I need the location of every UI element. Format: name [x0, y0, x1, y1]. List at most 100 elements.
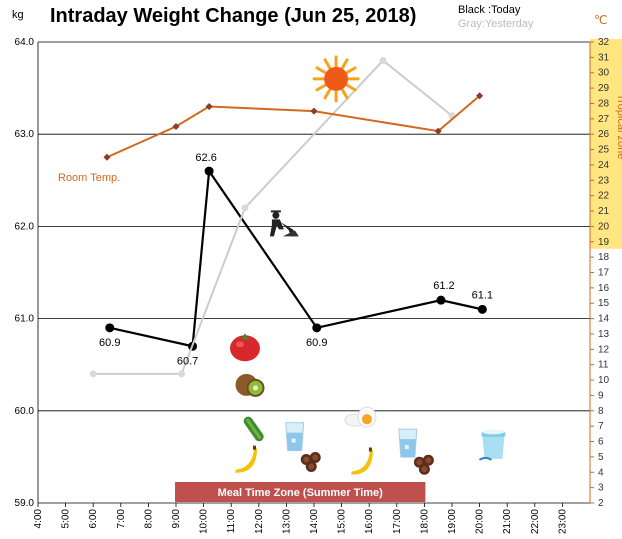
x-tick-label: 6:00: [88, 509, 99, 529]
x-tick-label: 10:00: [199, 509, 210, 534]
y2-tick-label: 20: [598, 221, 610, 232]
y2-tick-label: 4: [598, 467, 604, 478]
boiled-egg-icon: [344, 406, 377, 428]
room-temp-point: [434, 127, 442, 135]
today-line: [109, 167, 483, 348]
tropical-zone-label: Tropical zone: [615, 94, 622, 160]
room-temp-point: [205, 103, 213, 111]
y-tick-label: 63.0: [15, 129, 35, 140]
y-tick-label: 60.0: [15, 406, 35, 417]
x-tick-label: 21:00: [502, 509, 513, 534]
today-point: [477, 304, 487, 314]
y2-tick-label: 30: [598, 68, 610, 79]
today-data-label: 60.7: [177, 355, 198, 367]
x-tick-label: 12:00: [254, 509, 265, 534]
sun-icon: [312, 55, 360, 103]
yesterday-point: [89, 370, 97, 378]
y2-tick-label: 6: [598, 437, 604, 448]
today-point: [436, 295, 446, 305]
x-tick-label: 7:00: [116, 509, 127, 529]
y2-tick-label: 15: [598, 298, 610, 309]
x-tick-label: 9:00: [171, 509, 182, 529]
y2-tick-label: 32: [598, 37, 610, 48]
y2-tick-label: 17: [598, 268, 610, 279]
banana-icon: [235, 445, 257, 473]
room-temp-label: Room Temp.: [58, 172, 120, 184]
y2-tick-label: 31: [598, 52, 610, 63]
x-tick-label: 18:00: [419, 509, 430, 534]
y-tick-label: 59.0: [15, 498, 35, 509]
y2-tick-label: 7: [598, 421, 604, 432]
water-glass-icon: [398, 428, 418, 458]
y2-tick-label: 27: [598, 114, 610, 125]
x-tick-label: 16:00: [364, 509, 375, 534]
kiwi-icon: [235, 373, 265, 397]
x-tick-label: 23:00: [557, 509, 568, 534]
legend-yesterday: Gray:Yesterday: [458, 18, 534, 30]
cucumber-icon: [243, 416, 264, 442]
water-glass-icon: [285, 422, 305, 452]
room-temp-point: [310, 107, 318, 115]
room-temp-line: [106, 95, 481, 159]
yesterday-point: [241, 204, 249, 212]
yesterday-line: [93, 59, 453, 375]
y2-tick-label: 9: [598, 390, 604, 401]
y2-tick-label: 24: [598, 160, 610, 171]
yesterday-point: [379, 56, 387, 64]
y2-tick-label: 18: [598, 252, 610, 263]
x-tick-label: 15:00: [337, 509, 348, 534]
y2-tick-label: 26: [598, 129, 610, 140]
chart-title: Intraday Weight Change (Jun 25, 2018): [50, 5, 416, 27]
tomato-icon: [230, 333, 260, 362]
legend-today: Black :Today: [458, 4, 521, 16]
room-temp-point: [103, 153, 111, 161]
tropical-zone-band: [590, 39, 622, 249]
x-tick-label: 14:00: [309, 509, 320, 534]
banana-icon: [350, 447, 373, 475]
today-data-label: 61.1: [472, 289, 493, 301]
y2-tick-label: 19: [598, 237, 610, 248]
y2-tick-label: 25: [598, 145, 610, 156]
x-tick-label: 19:00: [447, 509, 458, 534]
x-tick-label: 13:00: [281, 509, 292, 534]
x-tick-label: 17:00: [392, 509, 403, 534]
y2-tick-label: 14: [598, 314, 610, 325]
y-tick-label: 61.0: [15, 314, 35, 325]
chocolate-icon: [413, 454, 434, 475]
yogurt-cup-icon: [478, 429, 506, 461]
meal-time-zone-bar: [175, 482, 426, 502]
today-point: [105, 323, 115, 333]
y2-tick-label: 21: [598, 206, 610, 217]
y2-tick-label: 23: [598, 175, 610, 186]
y2-tick-label: 3: [598, 483, 604, 494]
x-tick-label: 20:00: [475, 509, 486, 534]
yesterday-point: [178, 370, 186, 378]
y2-tick-label: 28: [598, 98, 610, 109]
x-tick-label: 5:00: [61, 509, 72, 529]
y2-tick-label: 2: [598, 498, 604, 509]
y2-axis-unit: ℃: [594, 13, 607, 27]
meal-time-zone-label: Meal Time Zone (Summer Time): [218, 487, 384, 499]
y2-tick-label: 8: [598, 406, 604, 417]
y2-tick-label: 22: [598, 191, 610, 202]
x-tick-label: 4:00: [33, 509, 44, 529]
y2-tick-label: 5: [598, 452, 604, 463]
today-data-label: 60.9: [306, 337, 327, 349]
y2-tick-label: 16: [598, 283, 610, 294]
room-temp-point: [172, 122, 180, 131]
today-point: [204, 166, 214, 176]
y-axis-unit: kg: [12, 9, 24, 21]
today-data-label: 62.6: [195, 152, 216, 164]
y2-tick-label: 13: [598, 329, 610, 340]
y2-tick-label: 29: [598, 83, 610, 94]
today-point: [312, 323, 322, 333]
room-temp-point: [476, 92, 484, 100]
today-data-label: 60.9: [99, 337, 120, 349]
x-tick-label: 8:00: [143, 509, 154, 529]
chocolate-icon: [300, 452, 321, 473]
y-tick-label: 64.0: [15, 37, 35, 48]
gardening-person-icon: [269, 210, 299, 237]
today-data-label: 61.2: [433, 280, 454, 292]
y2-tick-label: 10: [598, 375, 610, 386]
